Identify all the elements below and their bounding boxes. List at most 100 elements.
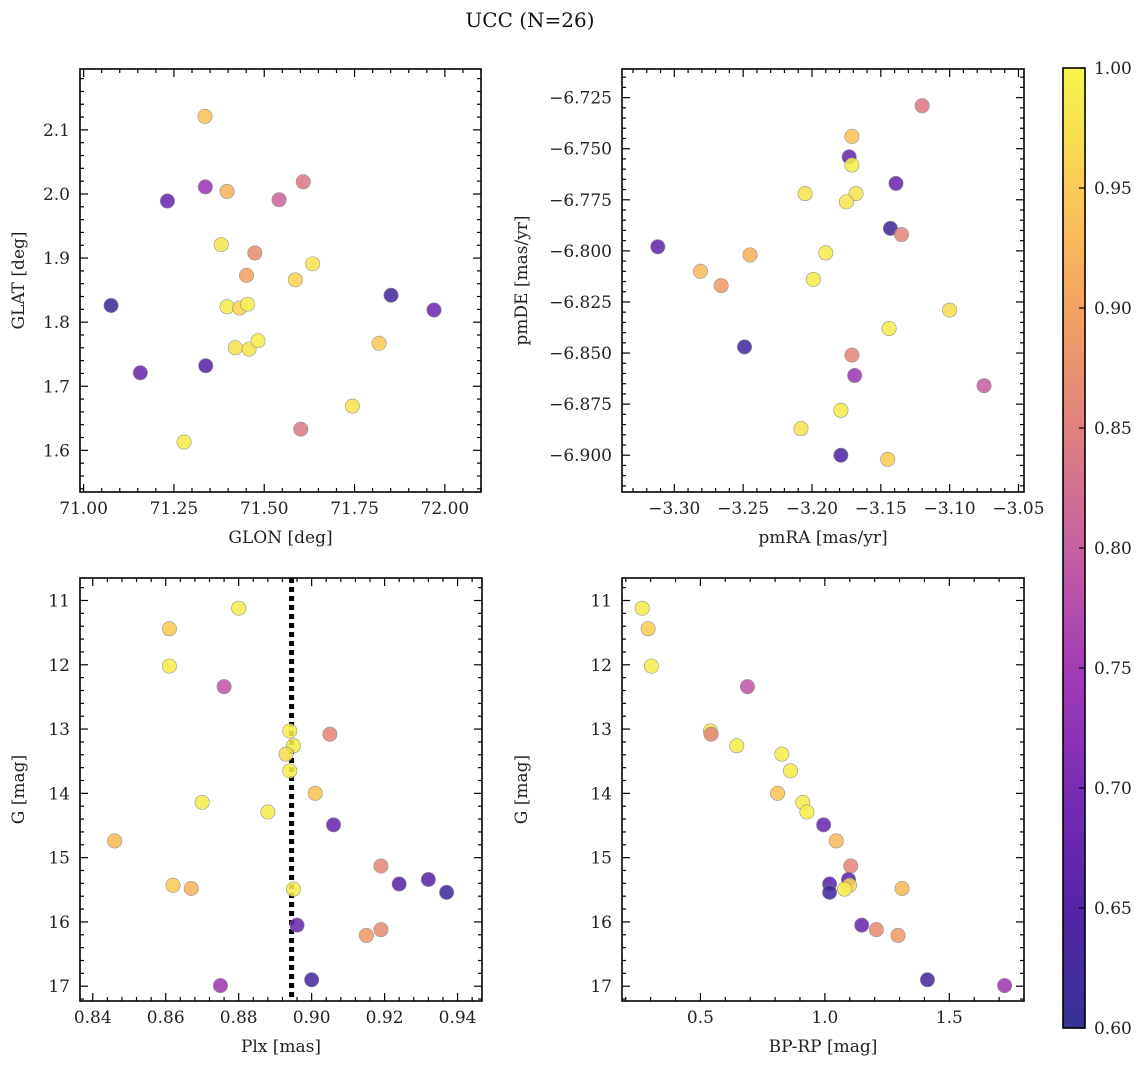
scatter-point [183, 880, 199, 896]
y-tick-label: 2.1 [43, 121, 70, 141]
scatter-point [770, 785, 786, 801]
scatter-point [213, 237, 229, 253]
scatter-point [289, 917, 305, 933]
scatter-point [919, 972, 935, 988]
scatter-point [287, 272, 303, 288]
scatter-point [838, 194, 854, 210]
y-axis-label: pmDE [mas/yr] [512, 215, 532, 345]
scatter-point [439, 884, 455, 900]
colorbar-tick-label: 0.60 [1094, 1019, 1132, 1039]
y-tick-label: 14 [48, 784, 70, 804]
scatter-point [358, 927, 374, 943]
scatter-point [739, 679, 755, 695]
x-tick-label: 0.92 [366, 1008, 404, 1028]
scatter-point [774, 746, 790, 762]
scatter-point [165, 877, 181, 893]
scatter-point [176, 434, 192, 450]
scatter-point [391, 876, 407, 892]
scatter-point [285, 881, 301, 897]
y-tick-label: 13 [48, 720, 70, 740]
colorbar-tick-label: 0.80 [1094, 539, 1132, 559]
scatter-point [650, 239, 666, 255]
y-tick-label: −6.725 [549, 89, 612, 109]
scatter-point [307, 785, 323, 801]
colorbar: 0.60 0.65 0.70 0.75 0.80 0.85 0.90 0.95 1.00 [1062, 59, 1132, 1039]
scatter-point [260, 804, 276, 820]
scatter-point [818, 245, 834, 261]
scatter-point [197, 108, 213, 124]
x-tick-label: 1.5 [936, 1008, 963, 1028]
scatter-point [322, 726, 338, 742]
scatter-point [219, 299, 235, 315]
scatter-point [326, 817, 342, 833]
axes-frame [621, 577, 1025, 1002]
scatter-point [976, 378, 992, 394]
scatter-point [692, 263, 708, 279]
scatter-point [159, 193, 175, 209]
scatter-point [420, 871, 436, 887]
scatter-point [729, 738, 745, 754]
x-tick-label: 0.5 [687, 1008, 714, 1028]
scatter-point [212, 978, 228, 994]
x-axis-label: pmRA [mas/yr] [758, 528, 887, 548]
scatter-point [881, 321, 897, 337]
y-tick-label: 12 [590, 656, 612, 676]
y-tick-label: 13 [590, 720, 612, 740]
x-tick-label: 0.88 [220, 1008, 258, 1028]
y-axis-label: G [mag] [9, 755, 29, 824]
scatter-point [198, 358, 214, 374]
x-tick-label: 0.94 [439, 1008, 477, 1028]
y-tick-label: 2.0 [43, 185, 70, 205]
scatter-point [103, 297, 119, 313]
y-axis-label: GLAT [deg] [9, 231, 29, 329]
scatter-point [634, 600, 650, 616]
scatter-point [890, 927, 906, 943]
scatter-point [426, 302, 442, 318]
scatter-point [282, 723, 298, 739]
y-tick-label: 1.9 [43, 249, 70, 269]
y-tick-label: 11 [48, 592, 70, 612]
scatter-point [240, 296, 256, 312]
scatter-point [161, 658, 177, 674]
scatter-point [797, 186, 813, 202]
scatter-point [304, 972, 320, 988]
scatter-point [742, 247, 758, 263]
colorbar-tick-label: 0.95 [1094, 179, 1132, 199]
x-tick-label: 71.25 [150, 499, 199, 519]
scatter-point [888, 175, 904, 191]
scatter-point [194, 794, 210, 810]
scatter-point [344, 398, 360, 414]
y-tick-label: −6.800 [549, 242, 612, 262]
scatter-point [844, 128, 860, 144]
y-tick-label: −6.775 [549, 191, 612, 211]
scatter-point [231, 600, 247, 616]
y-tick-label: 16 [590, 913, 612, 933]
colorbar-tick-label: 1.00 [1094, 59, 1132, 79]
scatter-point [828, 833, 844, 849]
y-tick-label: 15 [48, 849, 70, 869]
scatter-point [216, 679, 232, 695]
x-tick-label: −3.10 [924, 499, 976, 519]
scatter-point [247, 245, 263, 261]
y-axis-label: G [mag] [512, 755, 532, 824]
y-tick-label: −6.825 [549, 293, 612, 313]
axes-frame [621, 68, 1025, 493]
y-tick-label: 16 [48, 913, 70, 933]
scatter-point [132, 365, 148, 381]
scatter-point [783, 763, 799, 779]
x-tick-label: 71.00 [59, 499, 108, 519]
scatter-point [894, 880, 910, 896]
scatter-point [373, 858, 389, 874]
colorbar-tick-label: 0.65 [1094, 899, 1132, 919]
scatter-point [383, 287, 399, 303]
x-tick-label: 72.00 [421, 499, 470, 519]
y-tick-label: 1.8 [43, 313, 70, 333]
scatter-point [373, 922, 389, 938]
scatter-point [250, 333, 266, 349]
scatter-point [227, 340, 243, 356]
y-tick-label: 17 [48, 977, 70, 997]
scatter-point [161, 621, 177, 637]
x-axis-label: BP-RP [mag] [769, 1037, 878, 1057]
pmra-pmde-panel: −3.30 −3.25 −3.20 −3.15 −3.10 −3.05 −6.900 −6.8… [512, 68, 1045, 548]
